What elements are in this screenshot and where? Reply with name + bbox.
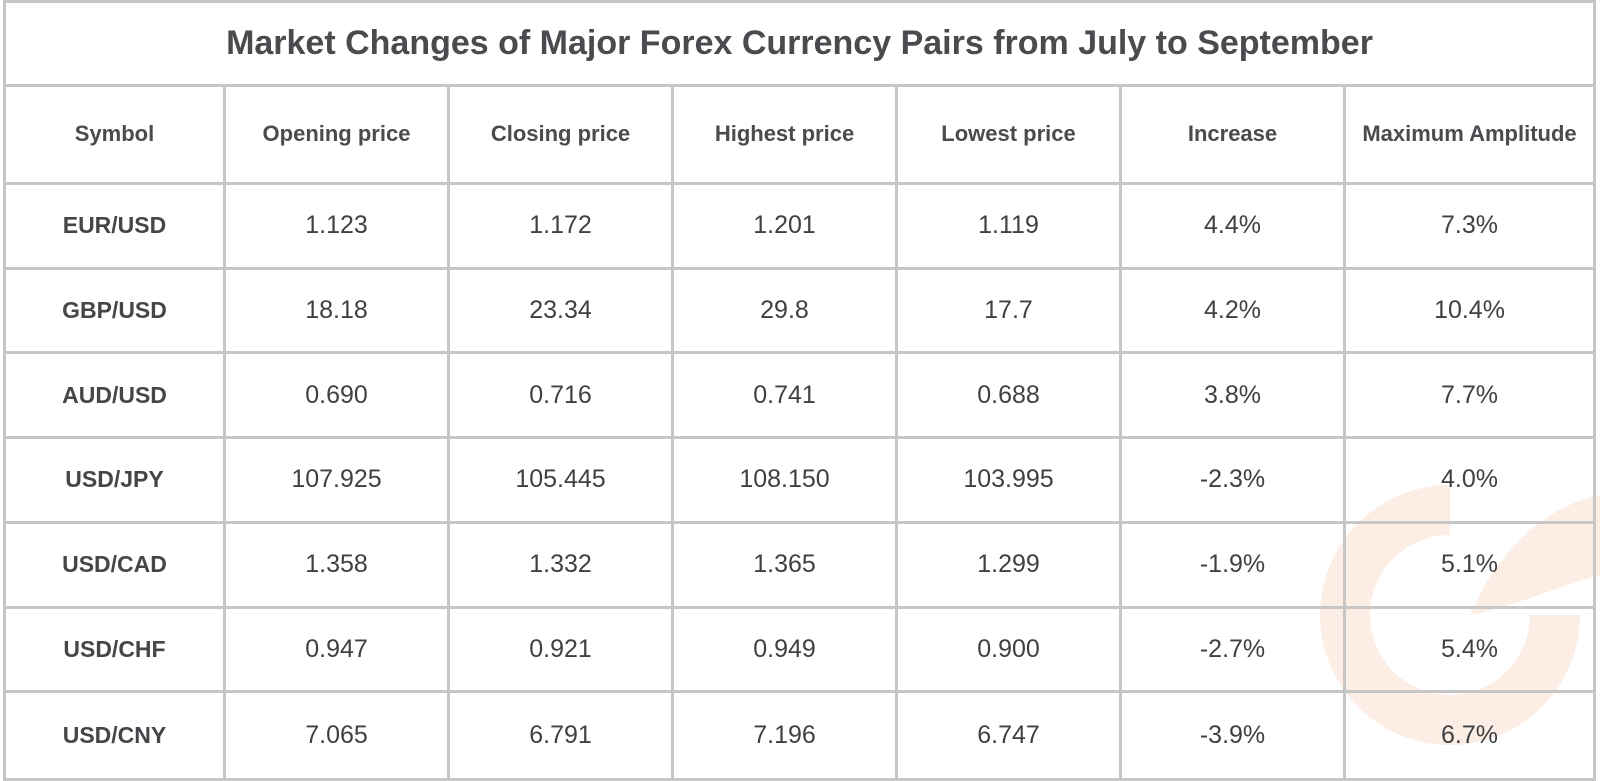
table-cell: 0.688 [898, 354, 1122, 440]
table-cell: 108.150 [674, 439, 898, 524]
table-cell: 1.358 [226, 523, 450, 609]
table-cell: -2.3% [1122, 439, 1346, 524]
row-symbol: EUR/USD [6, 185, 226, 270]
table-cell: 1.119 [898, 185, 1122, 270]
table-cell: 0.947 [226, 608, 450, 694]
table-cell: 4.0% [1346, 439, 1593, 524]
row-symbol: USD/CNY [6, 693, 226, 778]
table-cell: 1.332 [450, 523, 674, 609]
column-header: Maximum Amplitude [1346, 87, 1593, 185]
table-cell: 5.1% [1346, 524, 1593, 609]
row-symbol: USD/JPY [6, 439, 226, 524]
table-cell: 23.34 [450, 269, 674, 355]
table-cell: 107.925 [226, 439, 450, 524]
table-cell: 0.716 [450, 354, 674, 440]
table-cell: 4.4% [1122, 185, 1346, 270]
table-cell: 18.18 [226, 269, 450, 355]
forex-table: Market Changes of Major Forex Currency P… [3, 0, 1596, 781]
table-cell: 0.900 [898, 608, 1122, 694]
table-cell: 3.8% [1122, 354, 1346, 440]
table-cell: 7.196 [674, 693, 898, 778]
row-symbol: USD/CHF [6, 608, 226, 694]
table-cell: 1.365 [674, 523, 898, 609]
column-header: Symbol [6, 87, 226, 185]
table-cell: 1.299 [898, 523, 1122, 609]
table-cell: 7.7% [1346, 354, 1593, 440]
table-cell: 4.2% [1122, 269, 1346, 355]
column-header: Highest price [674, 87, 898, 185]
row-symbol: GBP/USD [6, 269, 226, 355]
column-header: Increase [1122, 87, 1346, 185]
table-cell: 10.4% [1346, 270, 1593, 355]
table-cell: -1.9% [1122, 523, 1346, 609]
table-cell: 105.445 [450, 439, 674, 524]
column-header: Lowest price [898, 87, 1122, 185]
row-symbol: USD/CAD [6, 523, 226, 609]
table-cell: 0.741 [674, 354, 898, 440]
column-header: Closing price [450, 87, 674, 185]
table-cell: 0.921 [450, 608, 674, 694]
table-cell: 0.690 [226, 354, 450, 440]
table-cell: 7.065 [226, 693, 450, 778]
table-cell: 6.7% [1441, 721, 1498, 750]
table-title: Market Changes of Major Forex Currency P… [6, 3, 1593, 87]
table-cell: -2.7% [1122, 608, 1346, 694]
table-cell: 7.3% [1346, 185, 1593, 270]
table-cell: 6.791 [450, 693, 674, 778]
table-cell: -3.9% [1122, 693, 1346, 778]
row-symbol: AUD/USD [6, 354, 226, 440]
table-cell: 0.949 [674, 608, 898, 694]
table-cell: 1.201 [674, 185, 898, 270]
table-cell: 5.4% [1346, 609, 1593, 694]
table-cell: 1.123 [226, 185, 450, 270]
table-cell: 17.7 [898, 269, 1122, 355]
table-cell: 103.995 [898, 439, 1122, 524]
table-cell: 1.172 [450, 185, 674, 270]
table-cell: 6.747 [898, 693, 1122, 778]
table-cell: 29.8 [674, 269, 898, 355]
column-header: Opening price [226, 87, 450, 185]
